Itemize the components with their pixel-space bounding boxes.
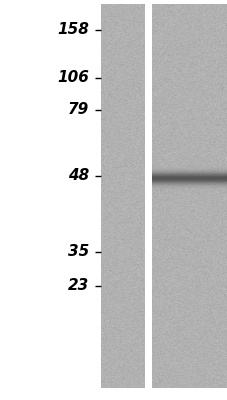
Text: 35: 35 — [67, 244, 89, 260]
Text: 79: 79 — [67, 102, 89, 118]
Text: 158: 158 — [57, 22, 89, 38]
Text: 48: 48 — [67, 168, 89, 184]
Text: 106: 106 — [57, 70, 89, 86]
Text: 23: 23 — [67, 278, 89, 294]
